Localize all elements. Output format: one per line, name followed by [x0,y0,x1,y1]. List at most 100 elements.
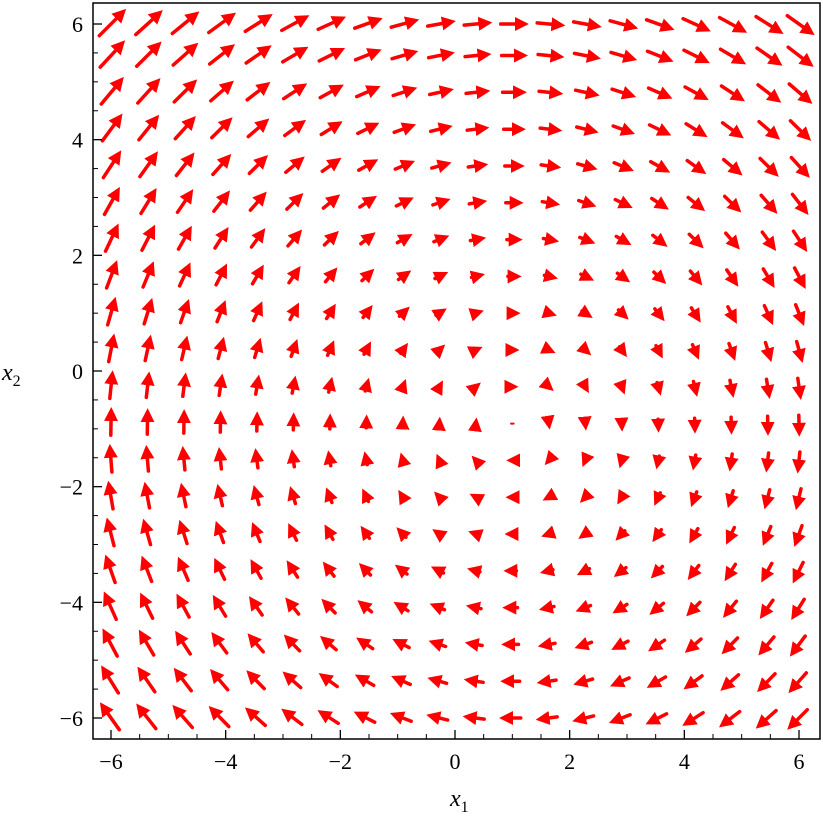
vector-arrow-18-7 [760,451,775,473]
vector-arrow-14-17 [610,86,637,100]
vector-arrow-19-15 [789,155,810,178]
vector-arrow-14-19 [608,18,639,32]
vector-arrow-0-0 [99,702,122,732]
vector-arrow-15-2 [648,637,667,652]
vector-arrow-19-2 [789,634,807,657]
vector-arrow-9-15 [430,159,452,174]
plot-frame [92,2,821,740]
vector-arrow-12-17 [537,85,564,100]
x-tick-label: 4 [679,749,690,774]
vector-arrow-12-18 [536,48,565,63]
vector-arrow-19-11 [792,303,806,327]
vector-arrow-13-5 [578,525,594,539]
vector-arrow-5-19 [280,15,310,33]
vector-arrow-12-4 [539,562,556,577]
x-tick-label: 2 [564,749,575,774]
y-tick-label: 2 [72,243,83,268]
vector-arrow-16-13 [687,232,704,249]
vector-arrow-4-11 [250,301,263,323]
vector-arrow-17-16 [720,121,744,139]
vector-arrow-3-4 [213,557,227,582]
vector-arrow-12-16 [538,122,563,137]
vector-arrow-13-11 [577,304,593,318]
vector-arrow-5-1 [282,671,303,690]
vector-arrow-2-0 [172,704,195,730]
vector-arrow-5-18 [280,46,309,64]
vector-arrow-6-7 [323,450,338,468]
x-tick-label: 0 [450,749,461,774]
vector-arrow-10-10 [466,346,483,360]
vector-arrow-4-4 [250,559,264,580]
vector-arrow-1-19 [134,10,163,37]
vector-arrow-5-15 [284,156,305,175]
vector-arrow-6-3 [321,598,337,615]
vector-arrow-3-15 [211,153,232,177]
vector-arrow-13-1 [573,674,595,688]
vector-arrow-13-10 [576,340,592,356]
vector-arrow-6-16 [319,121,343,137]
vector-arrow-19-9 [791,376,806,400]
vector-arrow-10-5 [468,529,484,543]
x-tick-label: −6 [99,749,122,774]
vector-arrow-18-17 [756,83,782,103]
vector-arrow-15-5 [652,526,667,543]
vector-arrow-2-13 [176,225,192,251]
vector-arrow-17-17 [719,84,745,102]
vector-arrow-9-4 [430,566,447,580]
x-tick-label: −4 [214,749,237,774]
vector-arrow-3-3 [212,594,228,618]
vector-arrow-3-19 [207,12,237,35]
vector-arrow-6-12 [323,267,338,284]
vector-arrow-14-0 [608,711,632,725]
vector-arrow-13-6 [579,487,595,503]
vector-arrow-12-14 [540,195,561,210]
vector-arrow-7-9 [358,377,372,394]
vector-arrow-18-5 [761,524,775,546]
vector-arrow-17-3 [723,599,739,618]
vector-arrow-4-16 [246,118,270,139]
vector-arrow-16-3 [686,600,702,617]
vector-arrow-4-14 [248,191,267,212]
vector-arrow-3-7 [213,447,228,471]
vector-arrow-4-7 [250,448,265,470]
vector-arrow-7-13 [359,232,376,247]
vector-arrow-10-3 [465,601,483,616]
vector-arrow-0-1 [101,665,121,695]
vector-arrow-4-15 [247,155,268,176]
vector-arrow-19-1 [788,671,809,694]
vector-arrow-9-19 [425,16,456,31]
vector-arrow-15-7 [652,454,667,470]
vector-arrow-4-13 [249,228,266,249]
vector-arrow-5-12 [286,265,301,285]
vector-arrow-9-18 [426,48,455,63]
vector-arrow-17-14 [722,194,742,213]
vector-arrow-12-13 [541,232,560,246]
vector-arrow-9-0 [426,711,450,725]
vector-arrow-5-9 [286,375,300,395]
vector-arrow-15-17 [646,86,673,100]
vector-arrow-12-12 [542,268,558,283]
vector-arrow-10-9 [465,382,481,397]
vector-arrow-3-12 [214,263,228,287]
vector-arrow-9-9 [430,380,443,396]
vector-arrow-0-12 [104,260,119,290]
vector-arrow-9-3 [429,602,447,616]
vector-arrow-10-0 [462,711,486,726]
vector-arrow-12-6 [542,487,559,501]
vector-arrow-5-16 [283,119,307,138]
vector-arrow-8-6 [398,489,412,506]
vector-arrow-18-16 [757,119,781,140]
vector-arrow-3-2 [211,631,229,655]
vector-arrow-8-9 [394,379,408,395]
vector-arrow-8-16 [392,122,417,136]
vector-arrow-10-7 [471,455,487,471]
vector-arrow-15-14 [650,196,669,210]
vector-arrow-15-9 [650,380,664,396]
vector-arrow-17-7 [724,452,739,472]
vector-arrow-14-1 [610,674,631,688]
vector-arrow-13-19 [571,17,602,32]
vector-arrow-1-9 [140,371,155,400]
vector-arrow-16-11 [687,306,701,323]
vector-arrow-13-17 [573,85,600,100]
